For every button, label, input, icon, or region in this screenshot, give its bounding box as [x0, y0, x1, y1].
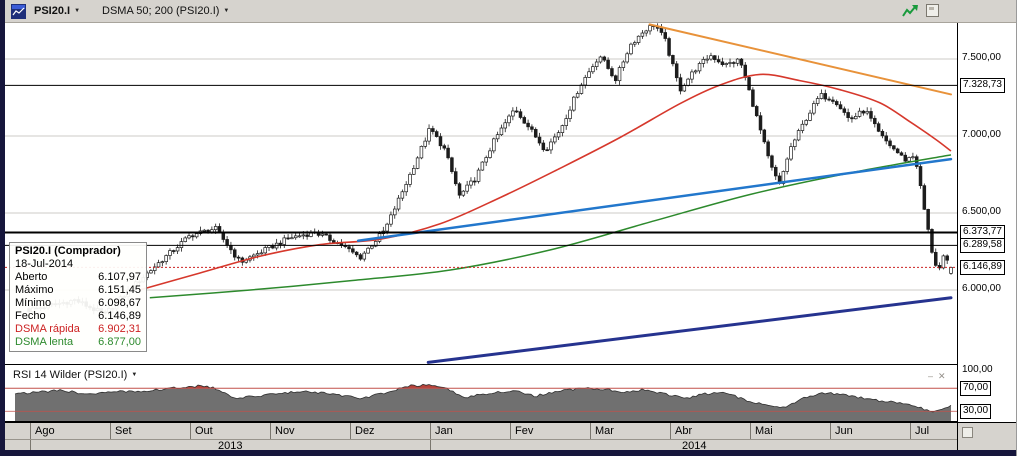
- year-tick: [30, 440, 31, 451]
- tooltip-title: PSI20.I (Comprador): [15, 245, 121, 257]
- time-axis-month-label: Mar: [595, 425, 614, 437]
- price-axis[interactable]: 7.500,00 7.328,73 7.000,00 6.500,00 6.373,77…: [957, 23, 1016, 450]
- year-row-separator: [5, 439, 957, 440]
- year-tick: [430, 440, 431, 451]
- time-axis-month-label: Nov: [275, 425, 295, 437]
- price-tooltip: PSI20.I (Comprador) 18-Jul-2014 Aberto 6.…: [9, 242, 147, 352]
- rsi-options-icon[interactable]: –: [928, 371, 934, 381]
- tooltip-row: DSMA lenta 6.877,00: [15, 336, 141, 348]
- price-axis-label: 6.146,89: [960, 260, 1005, 276]
- month-tick: [910, 423, 911, 439]
- time-axis-month-label: Ago: [35, 425, 55, 437]
- price-axis-label: 7.500,00: [962, 52, 1001, 63]
- time-axis-month-label: Jan: [435, 425, 453, 437]
- rsi-title-label: RSI 14 Wilder (PSI20.I): [13, 369, 128, 381]
- time-axis-month-label: Jul: [915, 425, 930, 437]
- chevron-down-icon: ▼: [131, 372, 138, 378]
- panel-divider: [5, 364, 957, 365]
- main-chart-canvas[interactable]: [5, 23, 957, 364]
- time-axis-month-label: Abr: [675, 425, 693, 437]
- tooltip-row: Máximo 6.151,45: [15, 284, 141, 296]
- indicator-label: DSMA 50; 200 (PSI20.I): [102, 5, 220, 17]
- instrument-selector[interactable]: PSI20.I ▼: [34, 5, 80, 17]
- price-axis-label: 6.289,58: [960, 238, 1005, 254]
- month-tick: [350, 423, 351, 439]
- price-axis-label: 7.000,00: [962, 129, 1001, 140]
- time-axis-year-label: 2013: [218, 440, 243, 452]
- snapshot-icon[interactable]: [926, 4, 939, 17]
- month-tick: [830, 423, 831, 439]
- tooltip-row: Fecho 6.146,89: [15, 310, 141, 322]
- time-axis-month-label: Out: [195, 425, 213, 437]
- rsi-axis-label: 30,00: [960, 404, 992, 420]
- axis-settings-icon[interactable]: [962, 427, 973, 438]
- time-axis-month-label: Dez: [355, 425, 375, 437]
- axis-corner: [958, 422, 1016, 450]
- time-axis[interactable]: Ago Set Out Nov Dez Jan Fev Mar Abr Mai Jun Jul 201…: [5, 422, 957, 452]
- price-axis-label: 6.000,00: [962, 283, 1001, 294]
- month-tick: [430, 423, 431, 439]
- time-axis-month-label: Set: [115, 425, 132, 437]
- rsi-bottom-divider: [5, 421, 957, 422]
- month-tick: [590, 423, 591, 439]
- toolbar: PSI20.I ▼ DSMA 50; 200 (PSI20.I) ▼: [5, 0, 1016, 23]
- time-axis-month-label: Jun: [835, 425, 853, 437]
- time-axis-month-label: Fev: [515, 425, 534, 437]
- tooltip-row: DSMA rápida 6.902,31: [15, 323, 141, 335]
- rsi-axis-label: 100,00: [962, 364, 993, 375]
- rsi-close-icon[interactable]: ✕: [938, 371, 946, 381]
- chevron-down-icon: ▼: [74, 8, 81, 14]
- chevron-down-icon: ▼: [223, 8, 230, 14]
- price-axis-label: 7.328,73: [960, 78, 1005, 94]
- instrument-label: PSI20.I: [34, 5, 71, 17]
- month-tick: [510, 423, 511, 439]
- rsi-panel-icons: – ✕: [928, 372, 946, 381]
- time-axis-year-label: 2014: [682, 440, 707, 452]
- month-tick: [30, 423, 31, 439]
- tooltip-rows: Aberto 6.107,97 Máximo 6.151,45 Mínimo 6.098,…: [15, 271, 141, 349]
- window-border-bottom: [0, 450, 1016, 456]
- month-tick: [190, 423, 191, 439]
- tooltip-row: Mínimo 6.098,67: [15, 297, 141, 309]
- rsi-panel-canvas[interactable]: [5, 365, 957, 421]
- price-axis-label: 6.500,00: [962, 206, 1001, 217]
- indicator-selector[interactable]: DSMA 50; 200 (PSI20.I) ▼: [102, 5, 229, 17]
- tooltip-row: Aberto 6.107,97: [15, 271, 141, 283]
- window-border-left: [0, 0, 5, 456]
- month-tick: [110, 423, 111, 439]
- rsi-axis-label: 70,00: [960, 381, 992, 397]
- tooltip-date: 18-Jul-2014: [15, 258, 74, 270]
- rsi-indicator-selector[interactable]: RSI 14 Wilder (PSI20.I) ▼: [13, 369, 137, 381]
- month-tick: [670, 423, 671, 439]
- trend-arrow-icon[interactable]: [902, 4, 919, 23]
- time-axis-month-label: Mai: [755, 425, 773, 437]
- app-icon: [11, 3, 26, 19]
- month-tick: [750, 423, 751, 439]
- month-tick: [270, 423, 271, 439]
